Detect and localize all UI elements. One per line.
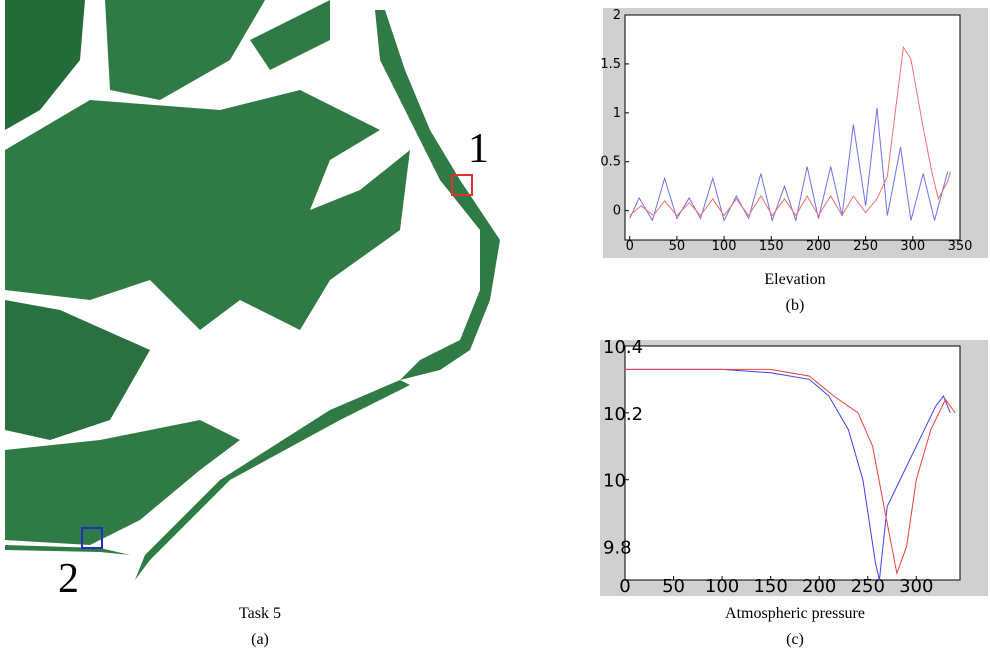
y-tick-label: 1 [613, 106, 621, 121]
panel-label: (b) [786, 297, 805, 314]
x-tick-label: 100 [712, 239, 737, 254]
y-tick-label: 10.2 [603, 404, 643, 425]
y-tick-label: 10 [603, 471, 626, 492]
chart-title: Elevation [764, 271, 825, 288]
x-tick-label: 300 [899, 576, 933, 597]
figure: 1 2 Task 5 (a) 00.511.520501001502002503… [0, 0, 990, 660]
marker-label: 2 [58, 556, 79, 602]
y-tick-label: 0 [613, 204, 621, 219]
y-tick-label: 1.5 [600, 57, 621, 72]
y-tick-label: 9.8 [603, 538, 632, 559]
chart-title: Atmospheric pressure [725, 605, 865, 622]
x-tick-label: 300 [900, 239, 925, 254]
x-tick-label: 100 [705, 576, 739, 597]
plot-area [625, 346, 960, 580]
x-tick-label: 0 [626, 239, 634, 254]
x-tick-label: 150 [753, 576, 787, 597]
x-tick-label: 150 [759, 239, 784, 254]
x-tick-label: 0 [619, 576, 630, 597]
y-tick-label: 2 [613, 8, 621, 23]
x-tick-label: 50 [662, 576, 685, 597]
x-tick-label: 50 [669, 239, 686, 254]
map [5, 0, 500, 580]
x-tick-label: 200 [802, 576, 836, 597]
panel-label: (a) [251, 631, 269, 648]
x-tick-label: 250 [853, 239, 878, 254]
marker-label: 1 [468, 126, 489, 172]
y-tick-label: 0.5 [600, 155, 621, 170]
plot-area [625, 15, 960, 240]
y-tick-label: 10.4 [603, 337, 643, 358]
x-tick-label: 200 [806, 239, 831, 254]
map-title: Task 5 [239, 605, 281, 622]
panel-label: (c) [786, 631, 804, 648]
x-tick-label: 350 [948, 239, 973, 254]
